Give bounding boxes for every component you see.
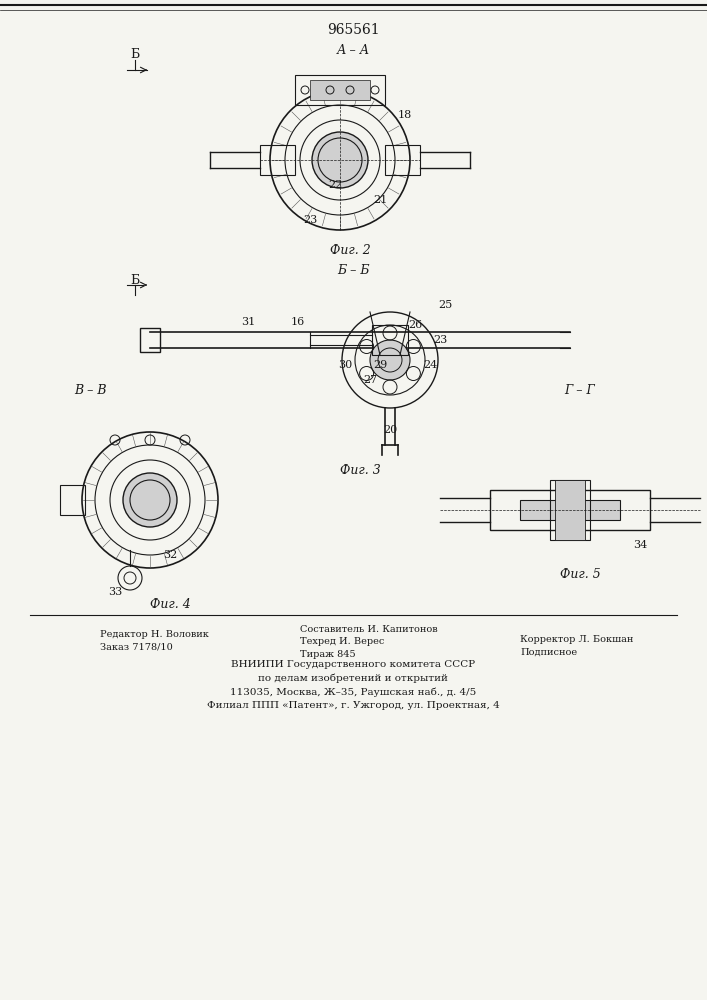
Text: 30: 30 [338,360,352,370]
Bar [60,485,85,515]
Text: А – А: А – А [337,43,370,56]
Text: Редактор Н. Воловик
Заказ 7178/10: Редактор Н. Воловик Заказ 7178/10 [100,630,209,652]
Text: 27: 27 [363,375,377,385]
Text: 23: 23 [433,335,447,345]
Text: 965561: 965561 [327,23,380,37]
Text: 16: 16 [291,317,305,327]
Text: 25: 25 [438,300,452,310]
Bar [550,480,590,540]
Text: ВНИИПИ Государственного комитета СССР
по делам изобретений и открытий
113035, Мо: ВНИИПИ Государственного комитета СССР по… [206,660,499,710]
Text: 21: 21 [373,195,387,205]
Text: В – В: В – В [74,383,106,396]
Bar [260,145,295,175]
Bar [520,500,620,520]
Text: 31: 31 [241,317,255,327]
Text: Фиг. 2: Фиг. 2 [329,243,370,256]
Text: Фиг. 4: Фиг. 4 [150,598,190,611]
Circle shape [370,340,410,380]
Circle shape [312,132,368,188]
Bar [372,325,408,355]
Text: Фиг. 3: Фиг. 3 [339,464,380,477]
Text: Б: Б [130,48,139,62]
Bar [295,75,385,105]
Text: Составитель И. Капитонов
Техред И. Верес
Тираж 845: Составитель И. Капитонов Техред И. Верес… [300,625,438,659]
Text: Фиг. 5: Фиг. 5 [560,568,600,582]
Text: 26: 26 [408,320,422,330]
Text: Б: Б [130,273,139,286]
Text: Г – Г: Г – Г [565,383,595,396]
Text: 29: 29 [373,360,387,370]
Text: 18: 18 [398,110,412,120]
Text: Б – Б: Б – Б [337,263,369,276]
Circle shape [123,473,177,527]
Text: 24: 24 [423,360,437,370]
Bar [555,480,585,540]
Text: Корректор Л. Бокшан
Подписное: Корректор Л. Бокшан Подписное [520,635,633,656]
Bar [310,80,370,100]
Text: 33: 33 [108,587,122,597]
Bar [140,328,160,352]
Text: 22: 22 [328,180,342,190]
Text: 20: 20 [383,425,397,435]
Text: 23: 23 [303,215,317,225]
Bar [490,490,650,530]
Text: 34: 34 [633,540,647,550]
Bar [385,145,420,175]
Text: 32: 32 [163,550,177,560]
